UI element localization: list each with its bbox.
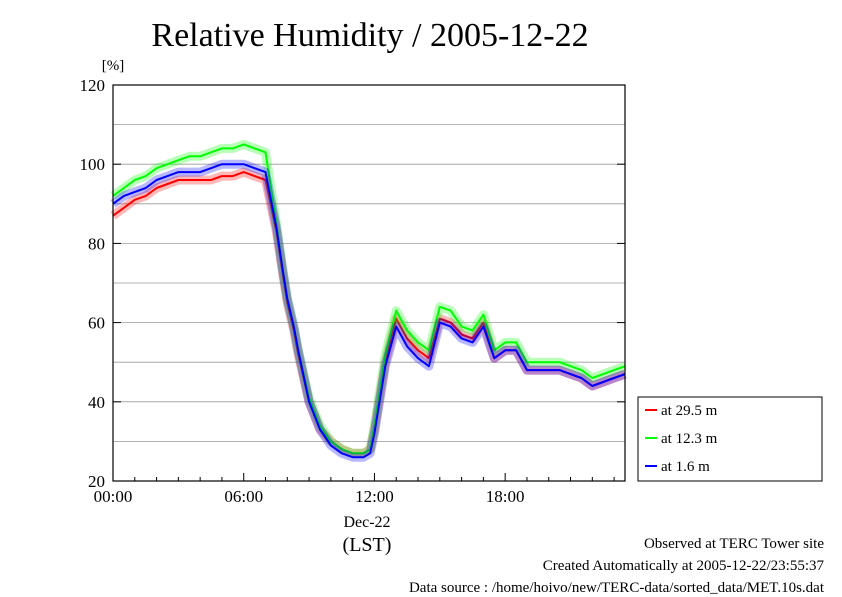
series-lines [110,139,627,462]
x-axis-label: (LST) [343,534,392,556]
series-line [112,171,626,455]
axis-ticks: 20 40 60 80 100 120 00:00 06:00 12:00 18:00 [80,76,625,506]
y-tick-label: 20 [88,472,105,491]
series-2 [110,139,627,458]
x-tick-label: 18:00 [486,487,525,506]
series-1 [110,167,627,458]
chart-title: Relative Humidity / 2005-12-22 [151,17,588,54]
y-tick-label: 120 [80,76,106,95]
y-tick-label: 60 [88,314,105,333]
x-tick-label: 00:00 [94,487,133,506]
x-tick-label: 12:00 [355,487,394,506]
legend-label-2: at 12.3 m [661,431,718,447]
x-sublabel: Dec-22 [343,514,390,531]
y-tick-label: 80 [88,234,105,253]
y-tick-label: 40 [88,393,105,412]
legend: at 29.5 m at 12.3 m at 1.6 m [637,396,823,482]
series-band [110,167,627,458]
series-band [110,159,627,462]
series-3 [110,159,627,462]
footer-source: Data source : /home/hoivo/new/TERC-data/… [408,580,824,596]
plot-frame [112,84,626,482]
series-line [112,163,626,459]
grid-lines [113,124,625,442]
legend-box [637,396,823,482]
series-line [112,143,626,455]
x-tick-label: 06:00 [224,487,263,506]
y-unit-label: [%] [102,58,125,74]
footer-created: Created Automatically at 2005-12-22/23:5… [542,558,824,574]
series-band [110,139,627,458]
footer-site: Observed at TERC Tower site [643,536,824,552]
y-tick-label: 100 [80,155,106,174]
legend-label-1: at 29.5 m [661,403,718,419]
legend-label-3: at 1.6 m [661,459,710,475]
